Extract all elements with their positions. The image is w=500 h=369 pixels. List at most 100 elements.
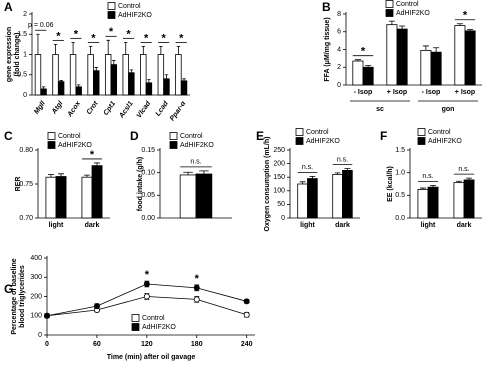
legend-swatch	[417, 128, 426, 136]
panel-label: A	[4, 0, 13, 14]
panel-label: F	[380, 129, 387, 143]
bar	[386, 24, 398, 86]
y-tick-label: 2	[337, 64, 341, 71]
point	[193, 296, 200, 303]
y-axis-label: RER	[15, 177, 22, 192]
legend-swatch	[47, 132, 56, 140]
y-tick-label: 1.5	[395, 147, 405, 154]
y-tick-label: 250	[273, 147, 285, 154]
x-tick-label: dark	[85, 222, 100, 229]
y-tick-label: 200	[273, 160, 285, 167]
legend-swatch	[417, 137, 426, 145]
bar	[430, 51, 442, 86]
x-tick-label: 0	[45, 341, 49, 348]
point	[93, 303, 100, 310]
annotation: p = 0.06	[28, 22, 54, 29]
bar	[297, 183, 308, 219]
error-bar	[47, 174, 54, 178]
y-tick-label: 0	[23, 92, 27, 99]
x-tick-label: dark	[457, 222, 472, 229]
error-bar	[94, 162, 101, 166]
error-bar	[419, 187, 426, 190]
error-bar	[94, 67, 98, 71]
bar	[454, 25, 466, 86]
annotation: *	[91, 32, 96, 44]
error-bar	[334, 172, 341, 175]
error-bar	[159, 46, 163, 55]
panel-label: B	[322, 0, 331, 14]
y-tick-label: 200	[30, 293, 42, 300]
error-bar	[388, 20, 395, 25]
x-tick-label: Mgll	[33, 99, 47, 115]
y-tick-label: 4	[337, 46, 341, 53]
y-axis-label: Oxygen consumption (mL/h)	[264, 137, 271, 232]
point	[143, 280, 150, 287]
annotation: *	[144, 32, 149, 44]
x-tick-label: - Isop	[354, 89, 373, 96]
y-axis-label: (fold change)	[14, 33, 21, 77]
y-axis-label: Percentage of baseline	[11, 258, 18, 334]
bar	[342, 169, 353, 219]
annotation: *	[463, 10, 468, 22]
y-tick-label: 0.5	[395, 192, 405, 199]
bar	[55, 176, 67, 219]
legend-label: Control	[396, 1, 419, 8]
point	[243, 298, 250, 305]
y-tick-label: 0.5	[17, 72, 27, 79]
bar	[427, 186, 439, 219]
bar	[69, 54, 77, 96]
bar	[128, 72, 135, 96]
bar	[91, 165, 103, 219]
legend-swatch	[169, 141, 178, 149]
legend-swatch	[47, 141, 56, 149]
legend-label: AdHIF2KO	[180, 142, 214, 149]
legend-label: Control	[142, 315, 165, 322]
error-bar	[430, 184, 437, 188]
x-tick-label: Crot	[86, 100, 100, 116]
bar	[45, 176, 57, 219]
bar	[179, 174, 197, 219]
error-bar	[112, 60, 116, 65]
y-tick-label: 0.15	[141, 147, 155, 154]
bar	[307, 178, 318, 219]
annotation: *	[361, 46, 366, 58]
x-tick-label: + Isop	[387, 89, 407, 96]
legend-swatch	[107, 2, 116, 10]
legend-label: AdHIF2KO	[118, 12, 152, 19]
annotation: n.s.	[337, 156, 348, 163]
bar	[34, 54, 42, 96]
error-bar	[41, 86, 46, 89]
annotation: n.s.	[458, 166, 469, 173]
panel-label: E	[256, 129, 264, 143]
y-tick-label: 0.80	[19, 147, 33, 154]
x-tick-label: 180	[191, 341, 203, 348]
x-tick-label: + Isop	[455, 89, 475, 96]
point	[44, 312, 51, 319]
y-tick-label: 1.5	[17, 31, 27, 38]
x-tick-label: Acsl1	[118, 100, 135, 120]
error-bar	[141, 46, 145, 55]
error-bar	[399, 25, 406, 30]
error-bar	[58, 173, 65, 177]
y-tick-label: 0	[281, 215, 285, 222]
annotation: *	[162, 32, 167, 44]
y-tick-label: 150	[273, 174, 285, 181]
error-bar	[365, 65, 372, 68]
y-tick-label: 0	[38, 332, 42, 339]
x-tick-label: Ppar-α	[169, 100, 188, 123]
y-axis-label: FFA (μM/mg tissue)	[324, 17, 331, 81]
error-bar	[456, 23, 463, 26]
bar	[104, 54, 112, 96]
error-bar	[199, 170, 209, 175]
bar	[453, 182, 465, 219]
legend-swatch	[131, 323, 140, 331]
x-tick-label: Lcad	[155, 100, 171, 118]
x-tick-label: 120	[141, 341, 153, 348]
legend-swatch	[295, 128, 304, 136]
bar	[396, 28, 408, 86]
x-tick-label: Vlcad	[136, 100, 153, 120]
annotation: *	[195, 273, 200, 285]
bar	[140, 54, 147, 96]
y-tick-label: 2	[23, 11, 27, 18]
y-tick-label: 50	[277, 201, 285, 208]
